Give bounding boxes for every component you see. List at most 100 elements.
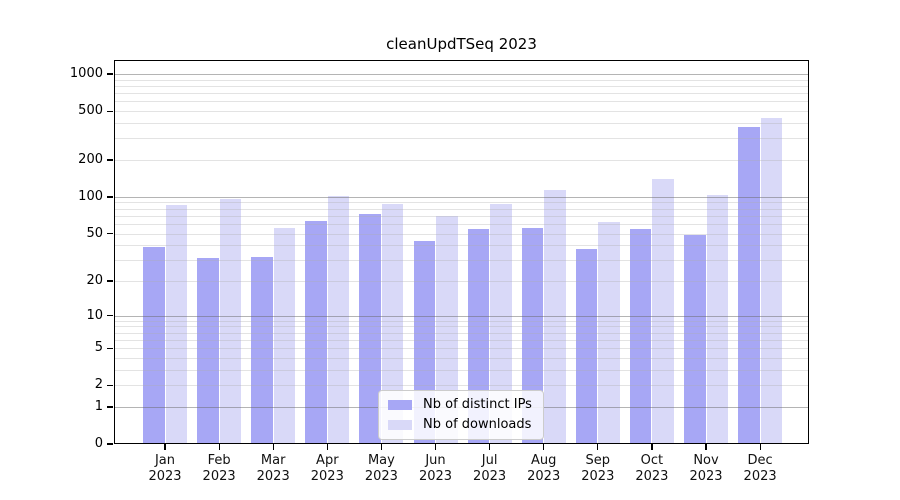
x-tick-mark <box>489 444 491 450</box>
chart-title: cleanUpdTSeq 2023 <box>386 35 537 53</box>
gridline-major <box>114 74 809 76</box>
axes-layer: 0 1 2 5 10 20 50 100 200 500 1000 Jan 2023 Feb 2023 Mar… <box>70 60 809 484</box>
x-tick-mark <box>543 444 545 450</box>
legend-row-distinct-ips: Nb of distinct IPs <box>388 397 532 412</box>
gridline-minor <box>114 332 809 334</box>
legend-row-downloads: Nb of downloads <box>388 417 532 432</box>
bar-ips-mar <box>251 256 273 444</box>
gridline-minor <box>114 320 809 322</box>
x-tick-year: 2023 <box>148 469 182 484</box>
gridline-minor <box>114 202 809 204</box>
bar-ips-oct <box>629 229 652 444</box>
x-tick-mark <box>759 444 761 450</box>
bar-downloads-may <box>381 203 404 444</box>
y-tick-mark <box>107 443 113 445</box>
x-tick-month: May <box>367 453 395 468</box>
bar-downloads-dec <box>760 117 783 444</box>
gridline-minor <box>114 260 809 262</box>
gridline-minor <box>114 245 809 247</box>
y-tick-mark <box>107 384 113 386</box>
x-tick-year: 2023 <box>527 469 561 484</box>
x-tick-label: Sep 2023 <box>581 453 614 485</box>
x-tick-year: 2023 <box>743 469 777 484</box>
x-tick-label: Oct 2023 <box>635 453 668 485</box>
x-tick-mark <box>597 444 599 450</box>
bar-ips-may <box>359 214 381 444</box>
x-tick-month: Jan <box>154 453 176 468</box>
gridline-minor <box>114 101 809 103</box>
legend: Nb of distinct IPs Nb of downloads <box>378 390 544 440</box>
y-tick-mark <box>107 406 113 408</box>
x-tick-year: 2023 <box>581 469 615 484</box>
x-tick-label: Nov 2023 <box>689 453 722 485</box>
bar-downloads-oct <box>652 179 674 444</box>
bar-downloads-jun <box>436 215 458 444</box>
x-tick-mark <box>272 444 274 450</box>
y-tick-label: 200 <box>78 152 103 167</box>
gridline-minor <box>114 215 809 217</box>
y-tick-label: 500 <box>78 103 103 119</box>
bar-ips-sep <box>575 249 598 444</box>
x-tick-mark <box>380 444 383 450</box>
bar-ips-apr <box>305 220 327 444</box>
x-tick-month: Dec <box>747 453 773 468</box>
bar-downloads-nov <box>706 195 728 444</box>
y-tick-mark <box>107 110 113 112</box>
x-tick-label: Jul 2023 <box>473 453 506 485</box>
x-tick-label: Dec 2023 <box>744 453 777 485</box>
y-tick-label: 5 <box>94 340 103 356</box>
gridline-minor <box>114 208 809 210</box>
gridline-major <box>114 196 809 199</box>
y-tick-label: 100 <box>78 188 103 204</box>
x-tick-year: 2023 <box>202 469 236 484</box>
x-tick-month: Nov <box>693 453 719 468</box>
x-tick-month: Aug <box>530 453 557 468</box>
x-tick-year: 2023 <box>689 469 723 484</box>
bar-ips-dec <box>738 127 760 444</box>
gridline-minor <box>114 281 809 282</box>
gridline-minor <box>114 233 809 235</box>
bar-ips-jan <box>143 246 165 444</box>
y-tick-mark <box>107 196 113 198</box>
x-tick-mark <box>651 444 653 450</box>
gridline-minor <box>114 86 809 87</box>
x-tick-mark <box>434 444 437 450</box>
bar-ips-feb <box>197 258 219 444</box>
x-tick-month: Mar <box>260 453 286 468</box>
x-tick-label: Jun 2023 <box>419 453 452 485</box>
y-tick-label: 50 <box>86 225 103 241</box>
gridline-minor <box>114 79 809 81</box>
y-tick-mark <box>107 315 113 317</box>
y-tick-mark <box>107 73 113 75</box>
y-tick-label: 2 <box>94 377 103 393</box>
y-tick-mark <box>107 347 113 349</box>
gridline-minor <box>114 223 809 225</box>
plot-area: 0 1 2 5 10 20 50 100 200 500 1000 Jan 2023 Feb 2023 Mar… <box>70 60 809 484</box>
y-tick-mark <box>107 159 113 161</box>
y-tick-mark <box>107 232 113 235</box>
bar-downloads-mar <box>273 227 296 444</box>
bar-downloads-sep <box>598 222 620 444</box>
gridline-minor <box>114 111 809 113</box>
gridline-minor <box>114 348 809 350</box>
x-tick-mark <box>164 444 166 450</box>
bar-downloads-jul <box>490 204 512 444</box>
x-tick-month: Jul <box>481 453 498 468</box>
gridline-minor <box>114 93 809 95</box>
x-tick-month: Jun <box>425 453 446 468</box>
x-tick-label: May 2023 <box>365 453 398 485</box>
gridline-minor <box>114 123 809 124</box>
gridline-minor <box>114 160 809 161</box>
x-tick-mark <box>705 444 707 450</box>
bar-downloads-apr <box>327 196 350 444</box>
x-tick-label: Aug 2023 <box>527 453 560 485</box>
gridline-minor <box>114 326 809 328</box>
x-tick-label: Apr 2023 <box>311 453 344 485</box>
y-tick-label: 1000 <box>69 66 103 81</box>
legend-swatch-distinct-ips <box>388 399 412 410</box>
x-tick-year: 2023 <box>256 469 290 484</box>
legend-swatch-downloads <box>388 419 412 430</box>
x-tick-mark <box>326 444 328 450</box>
x-tick-month: Apr <box>316 453 339 468</box>
